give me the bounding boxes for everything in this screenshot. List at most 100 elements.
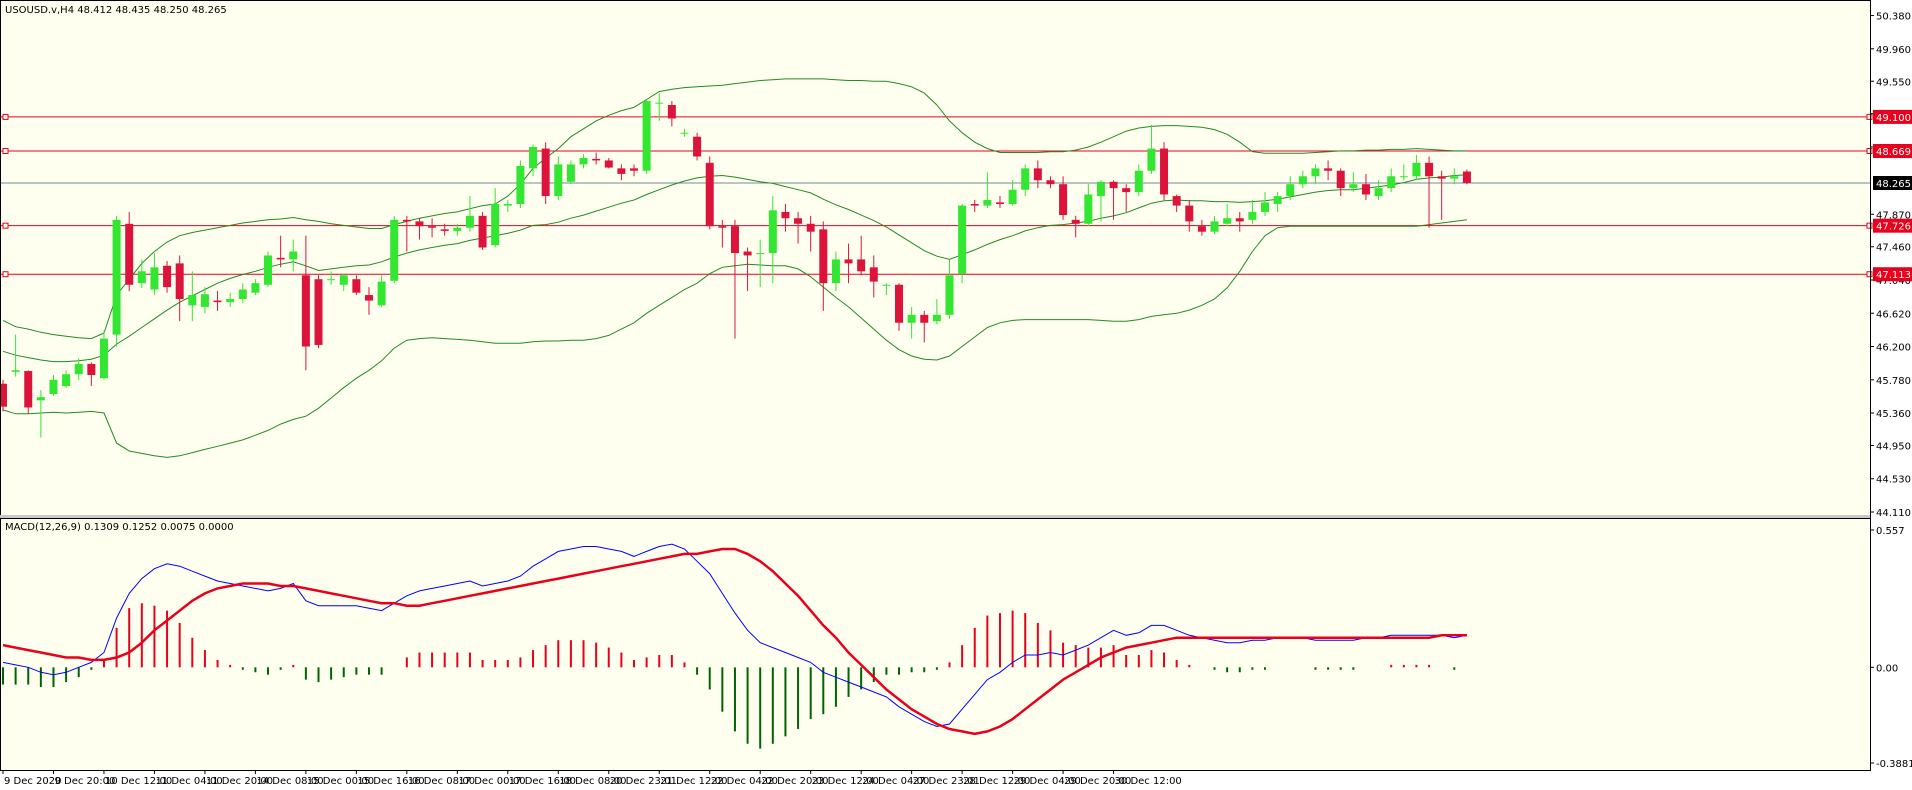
bear-candle[interactable]	[276, 235, 285, 268]
bull-candle[interactable]	[137, 259, 146, 288]
level-line-anchor[interactable]	[2, 113, 9, 120]
bear-candle[interactable]	[743, 247, 752, 292]
bull-candle[interactable]	[1084, 184, 1093, 227]
bull-candle[interactable]	[1298, 170, 1307, 189]
bear-candle[interactable]	[415, 218, 424, 240]
bull-candle[interactable]	[251, 279, 260, 296]
bear-candle[interactable]	[1462, 169, 1471, 185]
bull-candle[interactable]	[200, 287, 209, 314]
bear-candle[interactable]	[667, 101, 676, 127]
bear-candle[interactable]	[1185, 200, 1194, 232]
level-line-anchor[interactable]	[1866, 113, 1873, 120]
bear-candle[interactable]	[869, 255, 878, 298]
bear-candle[interactable]	[781, 203, 790, 232]
bull-candle[interactable]	[226, 292, 235, 307]
bear-candle[interactable]	[440, 223, 449, 236]
bear-candle[interactable]	[1324, 160, 1333, 181]
bear-candle[interactable]	[402, 215, 411, 252]
bull-candle[interactable]	[566, 160, 575, 185]
bull-candle[interactable]	[1134, 164, 1143, 197]
bull-candle[interactable]	[289, 239, 298, 272]
level-line-anchor[interactable]	[2, 222, 9, 229]
price-level-lines[interactable]	[0, 113, 1873, 278]
bear-candle[interactable]	[705, 156, 714, 230]
bull-candle[interactable]	[958, 203, 967, 284]
bull-candle[interactable]	[62, 370, 71, 388]
bear-candle[interactable]	[1046, 176, 1055, 189]
bull-candle[interactable]	[112, 215, 121, 347]
bull-candle[interactable]	[554, 156, 563, 201]
bull-candle[interactable]	[377, 275, 386, 307]
bear-candle[interactable]	[920, 310, 929, 343]
bull-candle[interactable]	[1096, 180, 1105, 222]
bull-candle[interactable]	[150, 253, 159, 296]
bull-candle[interactable]	[945, 259, 954, 319]
bull-candle[interactable]	[1374, 180, 1383, 201]
bear-candle[interactable]	[970, 200, 979, 212]
bear-candle[interactable]	[844, 243, 853, 284]
bull-candle[interactable]	[1412, 154, 1421, 181]
bear-candle[interactable]	[1235, 211, 1244, 232]
candlesticks[interactable]	[0, 93, 1471, 438]
bull-candle[interactable]	[882, 283, 891, 296]
bull-candle[interactable]	[529, 144, 538, 177]
bear-candle[interactable]	[301, 235, 310, 371]
level-line-anchor[interactable]	[1866, 271, 1873, 278]
bull-candle[interactable]	[36, 390, 45, 438]
bull-candle[interactable]	[579, 154, 588, 169]
bear-candle[interactable]	[794, 211, 803, 244]
bull-candle[interactable]	[11, 334, 20, 377]
bull-candle[interactable]	[1387, 168, 1396, 193]
bear-candle[interactable]	[1425, 156, 1434, 228]
bull-candle[interactable]	[339, 273, 348, 292]
bull-candle[interactable]	[1248, 200, 1257, 224]
bull-candle[interactable]	[768, 196, 777, 284]
bull-candle[interactable]	[188, 271, 197, 322]
bear-candle[interactable]	[175, 255, 184, 322]
bull-candle[interactable]	[1210, 215, 1219, 235]
bear-candle[interactable]	[1197, 219, 1206, 236]
bear-candle[interactable]	[1122, 184, 1131, 212]
panel-divider-bar[interactable]	[0, 515, 1870, 518]
bear-candle[interactable]	[718, 219, 727, 248]
bull-candle[interactable]	[238, 283, 247, 303]
bear-candle[interactable]	[428, 218, 437, 238]
bull-candle[interactable]	[1286, 176, 1295, 201]
bear-candle[interactable]	[895, 283, 904, 331]
bull-candle[interactable]	[453, 223, 462, 236]
bear-candle[interactable]	[1033, 160, 1042, 189]
bull-candle[interactable]	[1223, 203, 1232, 227]
bear-candle[interactable]	[1437, 170, 1446, 220]
bull-candle[interactable]	[680, 128, 689, 137]
bull-candle[interactable]	[1008, 180, 1017, 206]
bear-candle[interactable]	[541, 142, 550, 204]
bear-candle[interactable]	[364, 287, 373, 315]
bull-candle[interactable]	[831, 251, 840, 292]
level-line-anchor[interactable]	[1866, 222, 1873, 229]
bull-candle[interactable]	[1021, 164, 1030, 197]
bear-candle[interactable]	[213, 291, 222, 311]
bear-candle[interactable]	[1361, 173, 1370, 201]
bear-candle[interactable]	[0, 379, 7, 412]
level-line-anchor[interactable]	[2, 271, 9, 278]
bull-candle[interactable]	[907, 306, 916, 339]
bull-candle[interactable]	[1399, 164, 1408, 181]
bear-candle[interactable]	[806, 215, 815, 252]
bull-candle[interactable]	[264, 251, 273, 288]
bear-candle[interactable]	[604, 158, 613, 169]
bull-candle[interactable]	[1311, 164, 1320, 185]
bear-candle[interactable]	[314, 275, 323, 349]
bear-candle[interactable]	[163, 261, 172, 293]
bear-candle[interactable]	[1336, 168, 1345, 197]
bull-candle[interactable]	[49, 375, 58, 396]
bull-candle[interactable]	[74, 358, 83, 380]
level-line-anchor[interactable]	[1866, 148, 1873, 155]
bull-candle[interactable]	[1349, 172, 1358, 193]
bear-candle[interactable]	[730, 219, 739, 339]
bull-candle[interactable]	[983, 172, 992, 208]
bull-candle[interactable]	[516, 160, 525, 208]
bull-candle[interactable]	[390, 215, 399, 284]
bull-candle[interactable]	[756, 239, 765, 288]
bull-candle[interactable]	[465, 196, 474, 232]
bull-candle[interactable]	[99, 330, 108, 380]
